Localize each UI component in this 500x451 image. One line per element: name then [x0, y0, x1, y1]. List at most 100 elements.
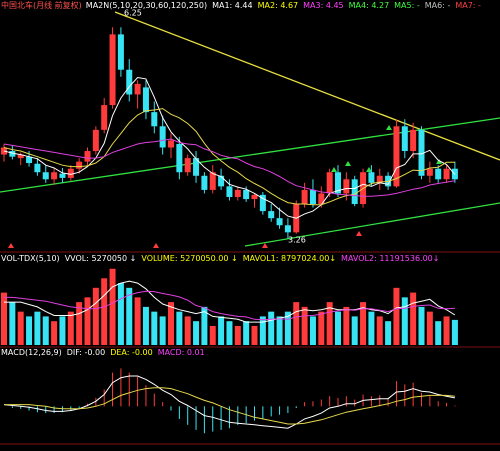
volume-bar — [351, 316, 358, 345]
volume-bar — [151, 311, 158, 345]
candle-body — [326, 172, 333, 194]
volume-bar — [184, 316, 191, 345]
candle-body — [159, 126, 166, 148]
volume-bar — [201, 306, 208, 345]
legend-entry: MA6: - — [425, 1, 451, 10]
volume-bar — [401, 297, 408, 345]
volume-bar — [59, 316, 66, 345]
volume-bar — [67, 311, 74, 345]
volume-bar — [426, 311, 433, 345]
candle-body — [142, 87, 149, 113]
candle-body — [401, 126, 408, 152]
candle-body — [51, 172, 58, 180]
indicator-name: MA2N(5,10,20,30,60,120,250) — [86, 1, 207, 10]
volume-bar — [443, 316, 450, 345]
trend-line — [114, 11, 500, 161]
volume-bar — [318, 311, 325, 345]
candle-body — [101, 105, 108, 130]
signal-arrows — [8, 125, 442, 248]
candle-body — [226, 186, 233, 197]
candle-body — [335, 172, 341, 194]
volume-bar — [293, 302, 300, 345]
panel-header: MACD(12,26,9) DIF: -0.00 DEA: -0.00 MACD: 0… — [1, 348, 205, 357]
volume-bar — [109, 268, 116, 345]
candle-body — [368, 172, 375, 183]
volume-bar — [17, 311, 24, 345]
candle-body — [67, 168, 74, 178]
volume-bar — [385, 321, 392, 345]
legend-entry: DIF: -0.00 — [67, 348, 105, 357]
volume-bar — [268, 311, 275, 345]
channel-line — [0, 117, 500, 193]
volume-bar — [9, 302, 16, 345]
panel-title: VOL-TDX(5,10) — [1, 254, 60, 263]
candle-body — [117, 34, 124, 70]
volume-bar — [42, 316, 49, 345]
candle-body — [84, 151, 91, 162]
volume-bar — [101, 278, 108, 345]
volume-bar — [243, 321, 250, 345]
panel-header: VOL-TDX(5,10) VVOL: 5270050 ↓ VOLUME: 5270… — [1, 254, 439, 263]
volume-bar — [26, 316, 33, 345]
signal-arrow — [331, 167, 337, 172]
high-label: 6.25 — [124, 9, 142, 18]
indicator-line — [4, 387, 455, 425]
indicator-line — [3, 138, 455, 197]
candle-body — [17, 154, 24, 159]
candle-body — [209, 172, 216, 190]
candle-body — [151, 112, 158, 127]
volume-bar — [410, 292, 417, 345]
trend-lines — [0, 11, 500, 247]
candle-body — [134, 83, 141, 95]
candle-body — [318, 193, 325, 205]
volume-bar — [51, 321, 58, 345]
candle-body — [268, 211, 275, 219]
legend-entry: VVOL: 5270050 ↓ — [65, 254, 137, 263]
legend-entry: MA3: 4.45 — [303, 1, 344, 10]
volume-bar — [159, 316, 166, 345]
volume-bar — [134, 297, 141, 345]
panel-title: 中国北车(月线 前复权) — [1, 0, 82, 10]
candle-body — [343, 179, 350, 194]
candle-body — [443, 168, 450, 180]
candle-body — [168, 140, 174, 148]
volume-bar — [451, 319, 458, 345]
candle-body — [126, 69, 133, 95]
legend-entry: MAVOL2: 11191536.00↓ — [341, 254, 439, 263]
signal-arrow — [356, 231, 362, 236]
volume-bar — [218, 316, 225, 345]
signal-arrow — [345, 161, 351, 166]
signal-arrow — [8, 243, 14, 248]
candle-body — [435, 168, 442, 180]
candle-body — [59, 173, 66, 178]
candle-body — [92, 129, 99, 152]
volume-bar — [234, 325, 241, 345]
volume-bar — [343, 306, 350, 345]
candle-body — [259, 194, 266, 212]
volume-bar — [251, 325, 258, 345]
candle-body — [176, 143, 183, 173]
candle-body — [276, 218, 283, 226]
indicator-line — [3, 76, 456, 219]
candle-body — [42, 172, 49, 180]
candle-body — [301, 189, 308, 205]
volume-bar — [226, 321, 233, 345]
candle-body — [26, 156, 33, 164]
signal-arrow — [153, 243, 159, 248]
low-label: 3.26 — [288, 236, 306, 245]
legend-entry: DEA: -0.00 — [110, 348, 152, 357]
panel-title: MACD(12,26,9) — [1, 348, 62, 357]
volume-bar — [168, 302, 174, 345]
volume-bar — [435, 321, 442, 345]
channel-line — [244, 202, 500, 247]
candle-body — [251, 194, 258, 200]
volume-bar — [259, 316, 266, 345]
volume-bar — [309, 316, 316, 345]
volume-bar — [84, 297, 91, 345]
volume-bar — [276, 316, 283, 345]
candle-body — [193, 158, 200, 176]
volume-bar — [360, 302, 367, 345]
volume-bar — [117, 283, 124, 345]
legend-entry: MACD: 0.01 — [158, 348, 205, 357]
candle-body — [184, 158, 191, 173]
